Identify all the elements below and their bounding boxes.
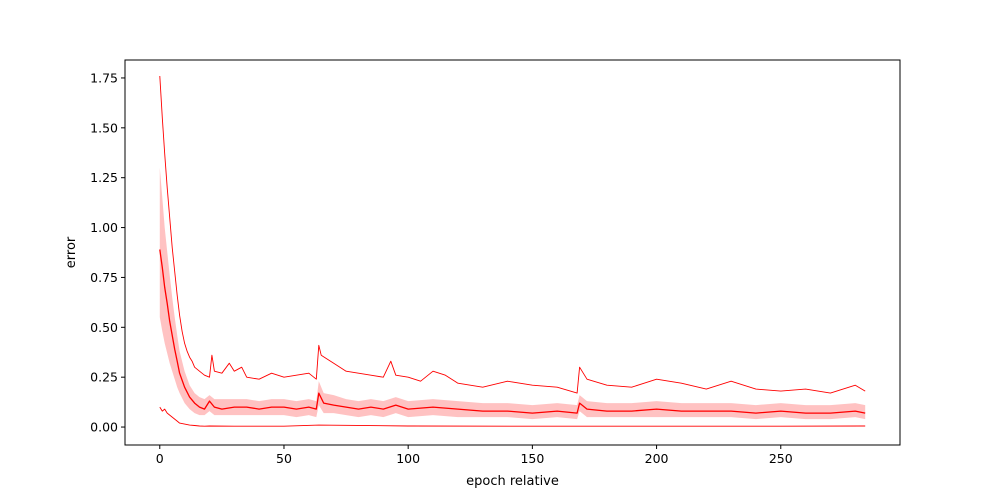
x-tick-label: 100 — [396, 451, 420, 466]
x-tick-label: 200 — [645, 451, 669, 466]
y-tick-label: 0.50 — [90, 320, 118, 335]
mean-error-line — [159, 249, 866, 414]
x-tick-label: 250 — [769, 451, 793, 466]
x-tick-label: 0 — [156, 451, 164, 466]
y-tick-label: 1.25 — [90, 170, 118, 185]
y-axis-label: error — [64, 236, 79, 268]
y-tick-label: 0.00 — [90, 420, 118, 435]
x-tick-label: 50 — [276, 451, 292, 466]
x-tick-label: 150 — [520, 451, 544, 466]
plot-area — [159, 75, 866, 427]
axes-ticks: 0 50 100 150 200 250 0.00 0.25 0.50 0.75 1.00 1.25 1… — [90, 70, 793, 466]
y-tick-label: 1.75 — [90, 70, 118, 85]
max-error-line — [159, 75, 866, 394]
y-tick-label: 1.50 — [90, 120, 118, 135]
x-axis-label: epoch relative — [466, 474, 559, 489]
y-tick-label: 0.75 — [90, 270, 118, 285]
min-error-line — [159, 406, 866, 427]
y-tick-label: 1.00 — [90, 220, 118, 235]
y-tick-label: 0.25 — [90, 370, 118, 385]
plot-frame — [124, 59, 901, 446]
